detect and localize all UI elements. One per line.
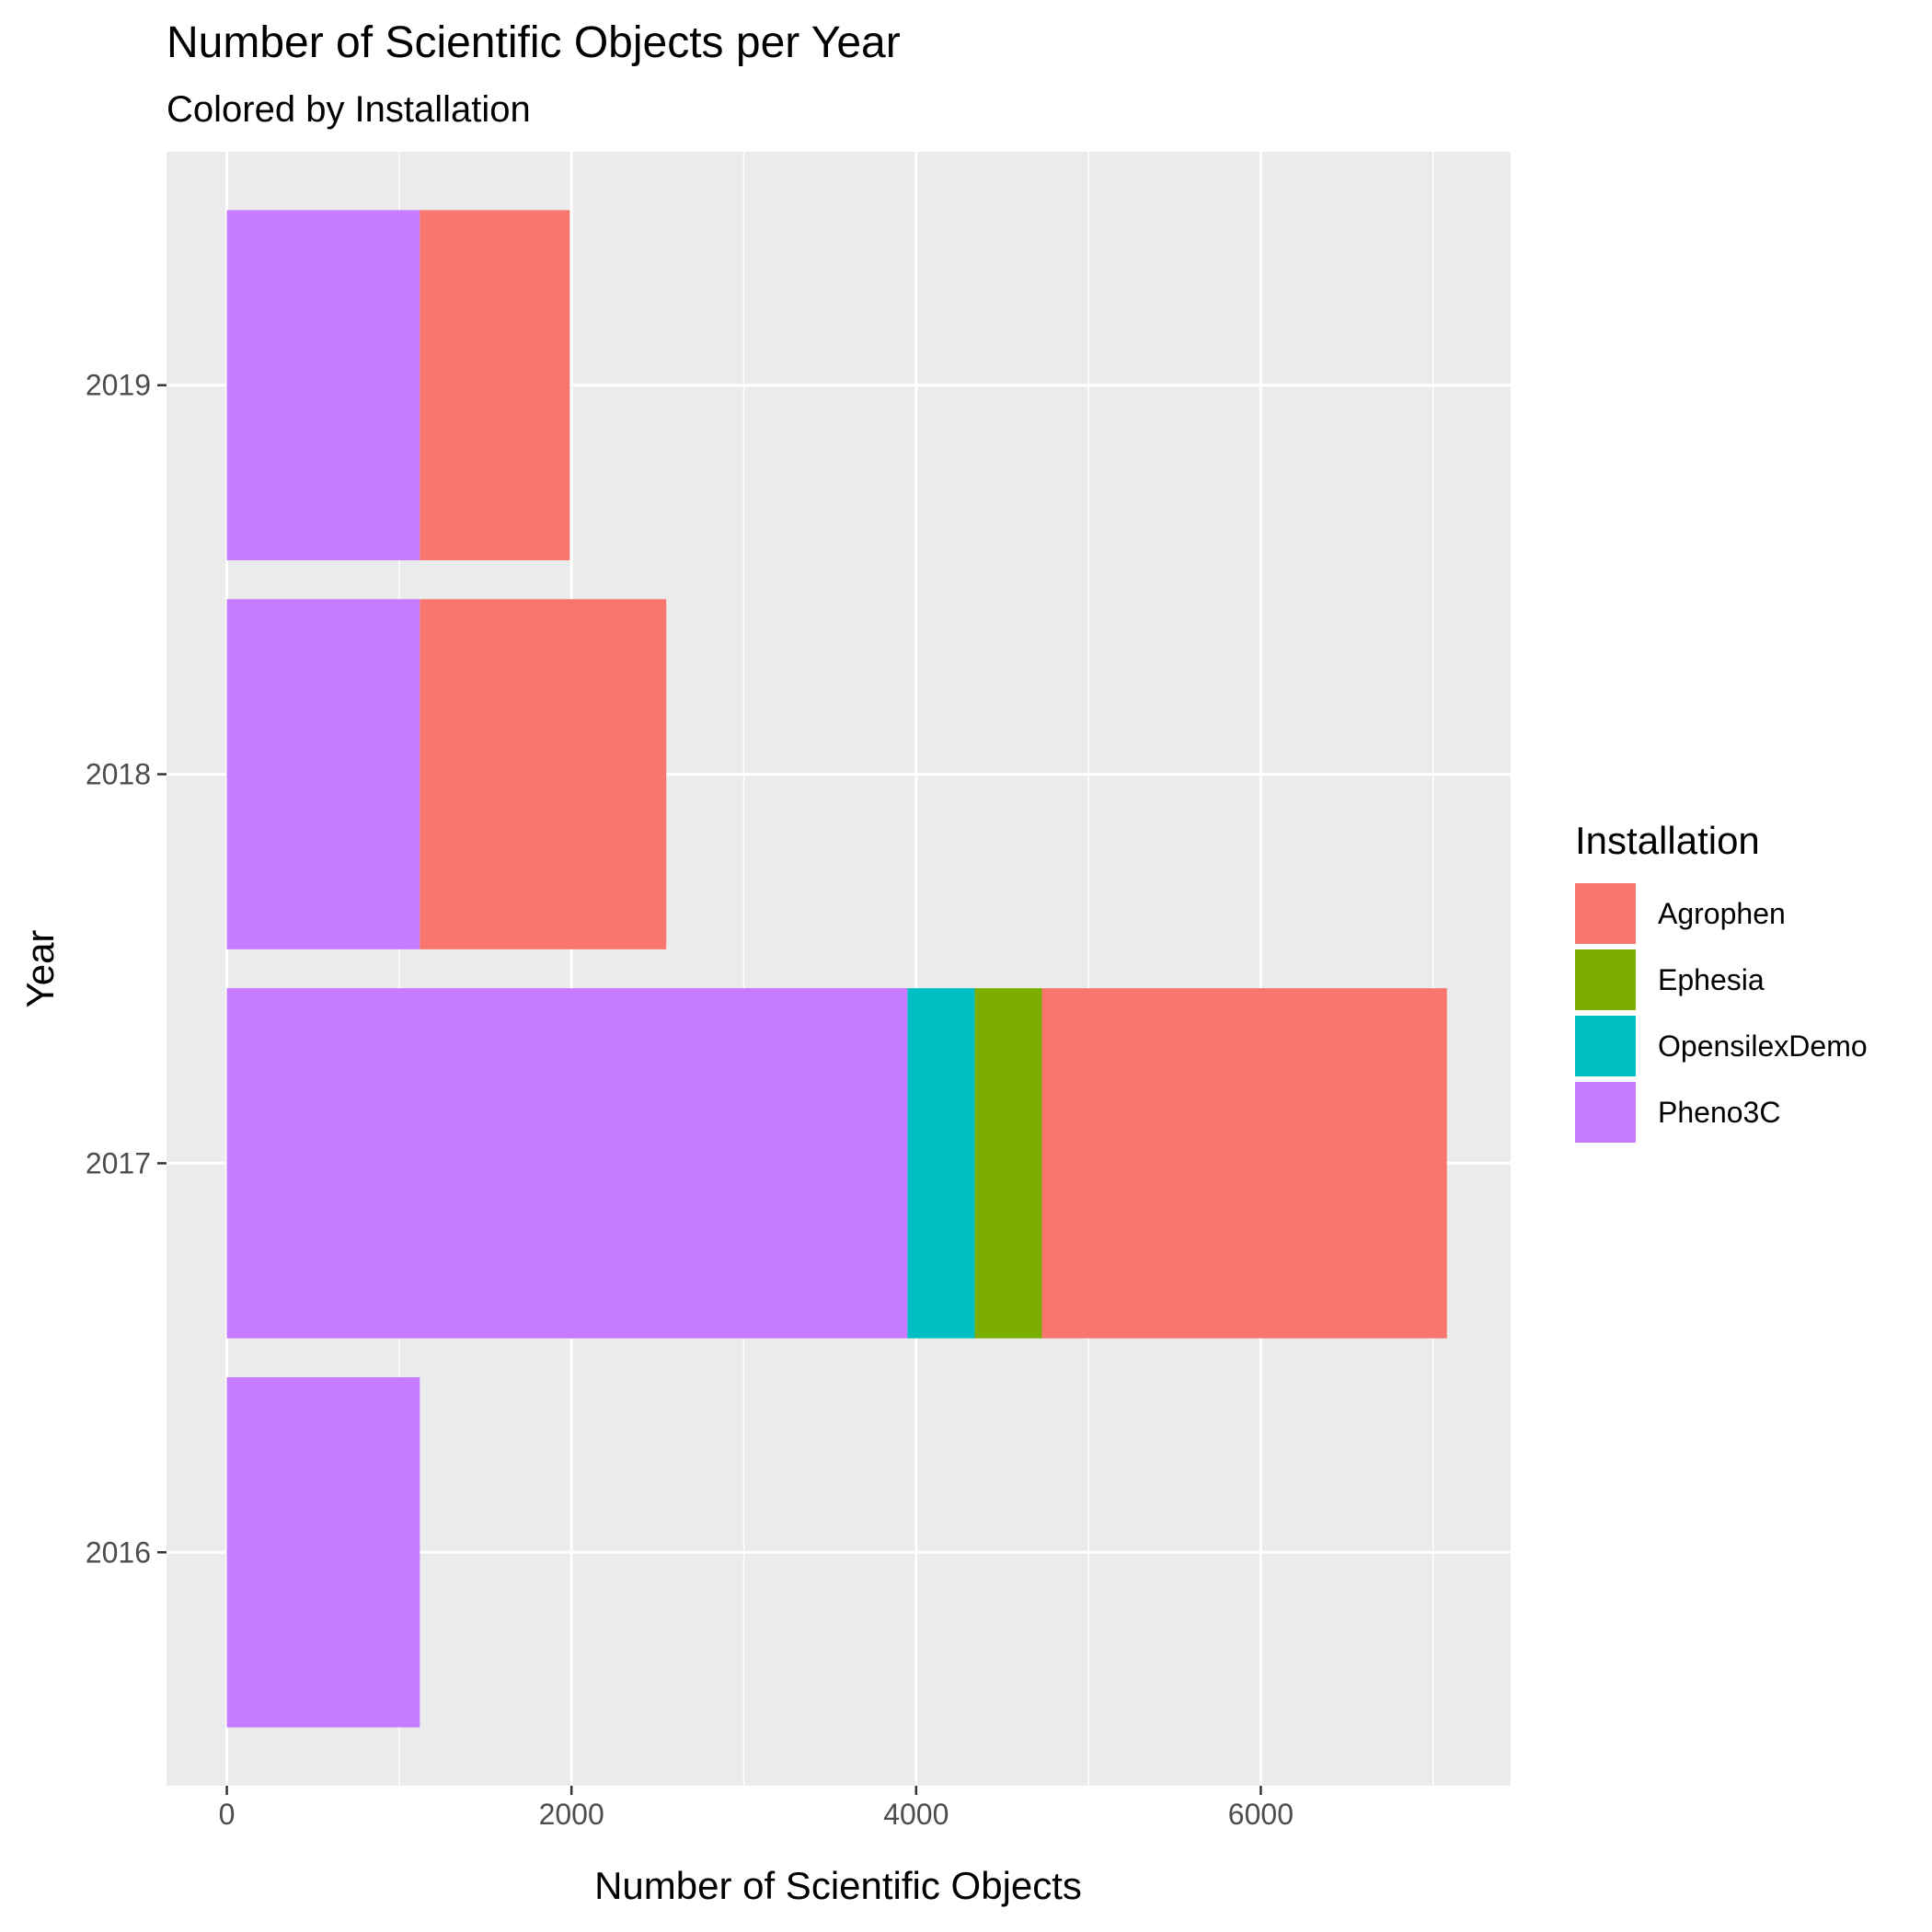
legend-key-ephesia: [1575, 949, 1636, 1010]
chart-title: Number of Scientific Objects per Year: [167, 18, 901, 67]
bar-2018-pheno3c: [226, 599, 420, 949]
bar-2016-pheno3c: [226, 1377, 420, 1728]
axes: 0 2000 4000 6000 2016 2017 2018 2019: [86, 369, 1294, 1831]
legend-key-agrophen: [1575, 883, 1636, 944]
bars: [226, 210, 1447, 1728]
bar-2017-ephesia: [974, 988, 1042, 1339]
legend-title: Installation: [1575, 819, 1760, 862]
legend-key-opensilexdemo: [1575, 1016, 1636, 1076]
legend-label: Ephesia: [1658, 963, 1765, 996]
y-tick-label: 2017: [86, 1146, 151, 1179]
bar-2019-pheno3c: [226, 210, 420, 560]
x-tick-label: 2000: [539, 1798, 604, 1831]
x-tick-label: 4000: [883, 1798, 949, 1831]
chart-subtitle: Colored by Installation: [167, 89, 531, 130]
y-axis-title: Year: [18, 930, 62, 1008]
x-axis-title: Number of Scientific Objects: [594, 1864, 1082, 1907]
x-tick-label: 0: [219, 1798, 236, 1831]
bar-2017-pheno3c: [226, 988, 908, 1339]
legend-label: Pheno3C: [1658, 1096, 1780, 1129]
legend-key-pheno3c: [1575, 1082, 1636, 1143]
legend-label: Agrophen: [1658, 897, 1786, 930]
x-tick-label: 6000: [1228, 1798, 1294, 1831]
legend: Installation Agrophen Ephesia OpensilexDem…: [1575, 819, 1868, 1143]
bar-2017-agrophen: [1041, 988, 1447, 1339]
y-tick-label: 2018: [86, 758, 151, 791]
bar-2019-agrophen: [420, 210, 570, 560]
y-tick-label: 2019: [86, 369, 151, 402]
legend-label: OpensilexDemo: [1658, 1029, 1868, 1063]
legend-items: Agrophen Ephesia OpensilexDemo Pheno3C: [1575, 883, 1868, 1143]
y-tick-label: 2016: [86, 1535, 151, 1569]
bar-2017-opensilexdemo: [907, 988, 975, 1339]
bar-2018-agrophen: [420, 599, 667, 949]
